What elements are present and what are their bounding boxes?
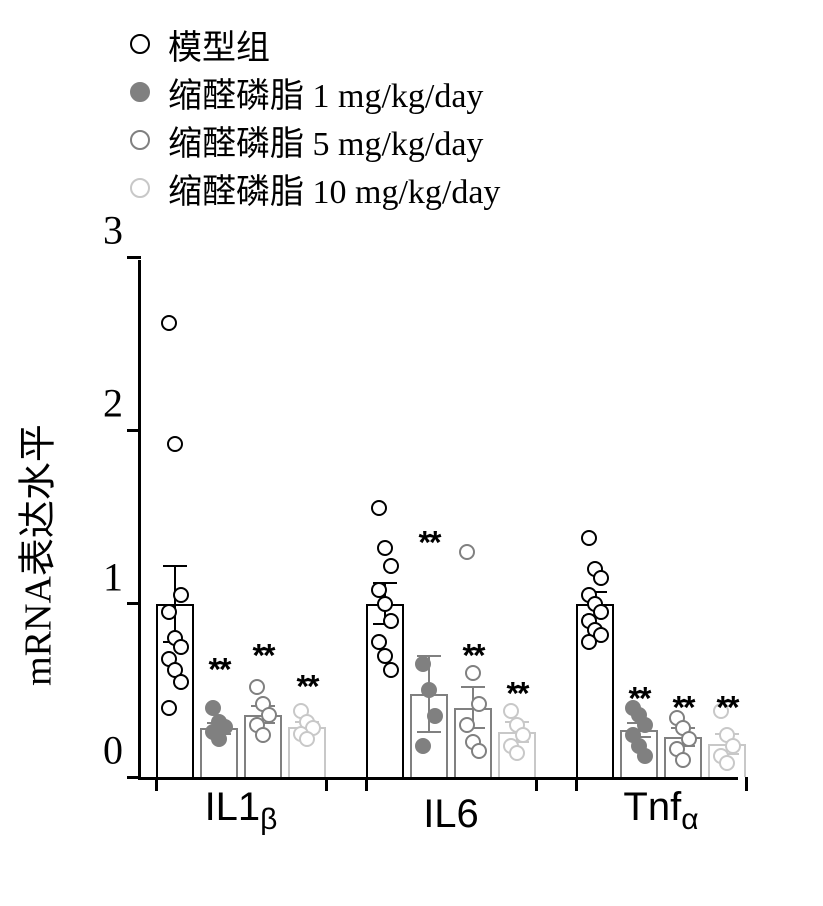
legend-item: 缩醛磷脂 10 mg/kg/day (130, 164, 500, 212)
significance-marker: ** (209, 651, 230, 688)
data-point (371, 500, 387, 516)
x-tick (365, 777, 368, 791)
chart-area: mRNA表达水平 0123IL1β******IL6******Tnfα****… (50, 250, 770, 860)
legend-item: 模型组 (130, 20, 500, 68)
plot-area: 0123IL1β******IL6******Tnfα****** (138, 260, 738, 780)
legend-marker (130, 34, 150, 54)
data-point (161, 700, 177, 716)
data-point (593, 570, 609, 586)
significance-marker: ** (463, 637, 484, 674)
data-point (427, 708, 443, 724)
data-point (459, 717, 475, 733)
y-tick-label: 3 (93, 207, 123, 254)
significance-marker: ** (673, 689, 694, 726)
data-point (637, 748, 653, 764)
data-point (173, 639, 189, 655)
significance-marker: ** (717, 689, 738, 726)
error-cap (163, 565, 187, 567)
y-tick (127, 256, 141, 259)
x-tick (535, 777, 538, 791)
error-cap (417, 731, 441, 733)
data-point (509, 745, 525, 761)
chart-container: 模型组缩醛磷脂 1 mg/kg/day缩醛磷脂 5 mg/kg/day缩醛磷脂 … (0, 0, 823, 906)
y-axis-label: mRNA表达水平 (7, 424, 62, 686)
legend-item: 缩醛磷脂 5 mg/kg/day (130, 116, 500, 164)
x-category-label: IL1β (205, 785, 278, 837)
significance-marker: ** (419, 525, 440, 562)
data-point (415, 738, 431, 754)
legend-label: 缩醛磷脂 1 mg/kg/day (168, 68, 483, 117)
legend-marker (130, 82, 150, 102)
data-point (581, 530, 597, 546)
data-point (377, 540, 393, 556)
data-point (249, 679, 265, 695)
legend-item: 缩醛磷脂 1 mg/kg/day (130, 68, 500, 116)
data-point (299, 731, 315, 747)
legend-marker (130, 178, 150, 198)
data-point (421, 682, 437, 698)
data-point (383, 613, 399, 629)
data-point (383, 558, 399, 574)
y-tick-label: 0 (93, 727, 123, 774)
data-point (415, 656, 431, 672)
data-point (211, 731, 227, 747)
data-point (167, 436, 183, 452)
data-point (377, 596, 393, 612)
legend-label: 缩醛磷脂 5 mg/kg/day (168, 116, 483, 165)
legend-label: 缩醛磷脂 10 mg/kg/day (168, 164, 500, 213)
data-point (459, 544, 475, 560)
data-point (161, 604, 177, 620)
data-point (173, 587, 189, 603)
significance-marker: ** (253, 637, 274, 674)
y-tick-label: 2 (93, 380, 123, 427)
data-point (173, 674, 189, 690)
data-point (255, 727, 271, 743)
y-tick-label: 1 (93, 553, 123, 600)
x-tick (155, 777, 158, 791)
x-tick (745, 777, 748, 791)
bar (366, 604, 404, 777)
data-point (383, 662, 399, 678)
data-point (471, 696, 487, 712)
data-point (161, 315, 177, 331)
legend-marker (130, 130, 150, 150)
significance-marker: ** (297, 668, 318, 705)
x-tick (325, 777, 328, 791)
legend-label: 模型组 (168, 20, 270, 69)
y-tick (127, 602, 141, 605)
data-point (471, 743, 487, 759)
x-category-label: Tnfα (623, 785, 698, 837)
data-point (675, 752, 691, 768)
data-point (581, 634, 597, 650)
data-point (719, 755, 735, 771)
x-category-label: IL6 (423, 792, 479, 837)
legend: 模型组缩醛磷脂 1 mg/kg/day缩醛磷脂 5 mg/kg/day缩醛磷脂 … (130, 20, 500, 212)
error-cap (461, 686, 485, 688)
x-tick (575, 777, 578, 791)
y-tick (127, 429, 141, 432)
y-tick (127, 776, 141, 779)
significance-marker: ** (629, 681, 650, 718)
significance-marker: ** (507, 675, 528, 712)
